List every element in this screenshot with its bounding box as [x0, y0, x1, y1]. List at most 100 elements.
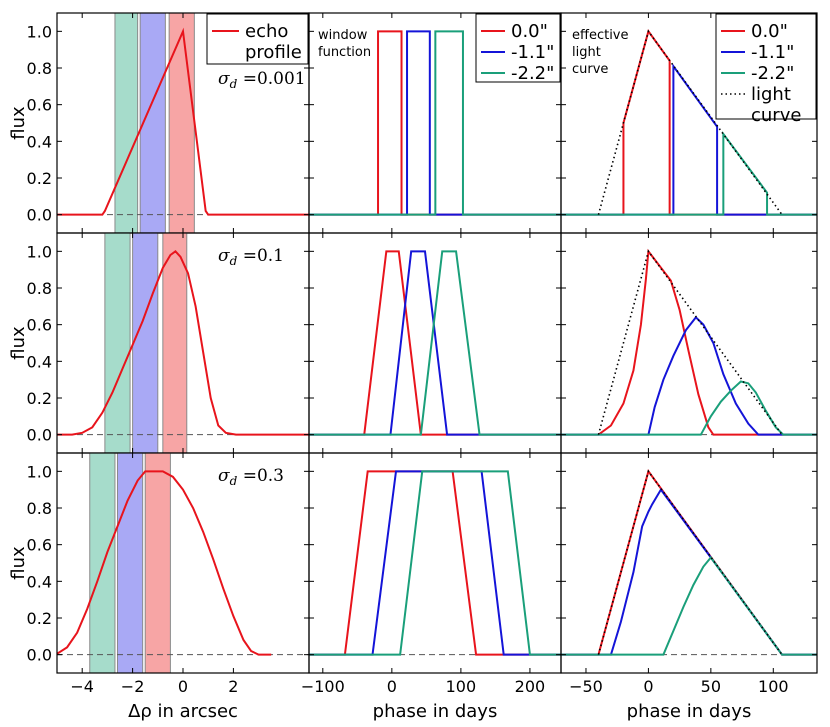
legend-label: 0.0" [751, 21, 788, 42]
annotation-text: window [318, 28, 368, 43]
echo-profile-line [57, 470, 272, 656]
y-tick-label: 0.4 [27, 352, 52, 371]
effective-line-2 [561, 315, 817, 436]
annotation-text: effective [572, 28, 629, 43]
y-tick-label: 0.0 [27, 426, 52, 445]
y-tick-label: 1.0 [27, 242, 52, 261]
light-curve-dotted-line [597, 29, 783, 216]
y-tick-label: 0.8 [27, 499, 52, 518]
x-tick-label: −4 [70, 677, 94, 696]
y-tick-label: 1.0 [27, 462, 52, 481]
y-tick-label: 0.2 [27, 389, 52, 408]
legend-label: -1.1" [751, 42, 794, 63]
x-tick-label: 2 [228, 677, 238, 696]
x-tick-label: 0 [643, 677, 653, 696]
y-tick-label: 0.0 [27, 206, 52, 225]
effective-line-3 [561, 380, 817, 436]
band-green [104, 233, 131, 453]
window-line-1 [309, 250, 561, 436]
y-axis-label: flux [8, 106, 29, 140]
window-line-3 [309, 250, 561, 436]
y-tick-label: 0.4 [27, 572, 52, 591]
x-tick-label: −2 [121, 677, 145, 696]
x-tick-label: 0 [178, 677, 188, 696]
annotation-effective-light-curve: effective light curve [572, 28, 629, 77]
sigma-label: σd =0.001 [218, 69, 306, 91]
annotation-text: light [572, 45, 601, 60]
window-line-1 [309, 470, 561, 656]
panel-r3-c1: 0.0 0.2 0.4 0.6 0.8 1.0 −4 −2 0 2 flux Δρ in arcsec… [8, 452, 310, 722]
x-tick-label: −100 [301, 677, 345, 696]
legend-label: -2.2" [511, 63, 554, 84]
panel-r1-c1: 0.0 0.2 0.4 0.6 0.8 1.0 flux σd =0.001 [8, 12, 310, 234]
echo-profile-line [57, 249, 309, 436]
sigma-label: σd =0.3 [218, 466, 284, 488]
x-tick-label: 100 [446, 677, 477, 696]
window-line-2 [309, 470, 561, 656]
panel-r3-c3: −50 0 50 100 phase in days [560, 452, 818, 722]
band-red [144, 453, 171, 673]
x-axis-label: phase in days [627, 701, 752, 722]
y-tick-label: 0.6 [27, 316, 52, 335]
x-tick-label: 50 [701, 677, 721, 696]
light-curve-dotted-line [597, 249, 783, 436]
effective-line-3 [561, 555, 817, 656]
y-tick-label: 0.2 [27, 609, 52, 628]
y-tick-label: 0.2 [27, 169, 52, 188]
sigma-label: σd =0.1 [218, 246, 284, 268]
effective-line-3 [561, 130, 817, 216]
legend-label: curve [751, 105, 801, 126]
band-blue [116, 453, 144, 673]
legend-label: profile [245, 42, 302, 63]
x-tick-label: 200 [515, 677, 546, 696]
y-tick-label: 0.6 [27, 96, 52, 115]
band-blue [139, 13, 166, 233]
legend-label: echo [245, 21, 288, 42]
annotation-text: curve [572, 62, 608, 77]
legend-label: -1.1" [511, 42, 554, 63]
effective-line-1 [561, 469, 817, 656]
y-tick-label: 0.8 [27, 279, 52, 298]
y-axis-label: flux [8, 546, 29, 580]
x-tick-label: −50 [569, 677, 603, 696]
annotation-window-function: window function [318, 28, 371, 60]
y-tick-label: 1.0 [27, 22, 52, 41]
legend-label: light [751, 84, 791, 105]
band-red [168, 13, 195, 233]
y-tick-label: 0.0 [27, 646, 52, 665]
band-red [162, 233, 188, 453]
x-axis-label: phase in days [373, 701, 498, 722]
light-curve-dotted-line [597, 469, 783, 656]
y-axis-label: flux [8, 326, 29, 360]
window-line-3 [309, 470, 561, 656]
annotation-text: function [318, 45, 371, 60]
echo-profile-line [57, 27, 309, 216]
x-tick-label: 0 [387, 677, 397, 696]
panel-r2-c1: 0.0 0.2 0.4 0.6 0.8 1.0 flux σd =0.1 [8, 232, 310, 454]
band-green [114, 13, 139, 233]
effective-line-1 [561, 248, 817, 436]
panel-r2-c2 [308, 232, 562, 454]
legend-box [206, 13, 309, 65]
panel-r2-c3 [560, 232, 818, 454]
panel-frame [560, 232, 818, 454]
y-tick-label: 0.4 [27, 132, 52, 151]
x-tick-label: 100 [758, 677, 789, 696]
y-tick-label: 0.8 [27, 59, 52, 78]
legend-label: -2.2" [751, 63, 794, 84]
window-line-3 [309, 30, 561, 216]
band-green [89, 453, 116, 673]
window-line-2 [309, 250, 561, 436]
legend-box [475, 13, 561, 83]
y-tick-label: 0.6 [27, 536, 52, 555]
legend-window: 0.0"-1.1"-2.2" [475, 13, 561, 84]
panel-r3-c2: −100 0 100 200 phase in days [301, 452, 562, 722]
panel-frame [560, 452, 818, 674]
band-blue [132, 233, 159, 453]
panel-frame [308, 232, 562, 454]
legend-label: 0.0" [511, 21, 548, 42]
x-axis-label: Δρ in arcsec [128, 701, 238, 722]
